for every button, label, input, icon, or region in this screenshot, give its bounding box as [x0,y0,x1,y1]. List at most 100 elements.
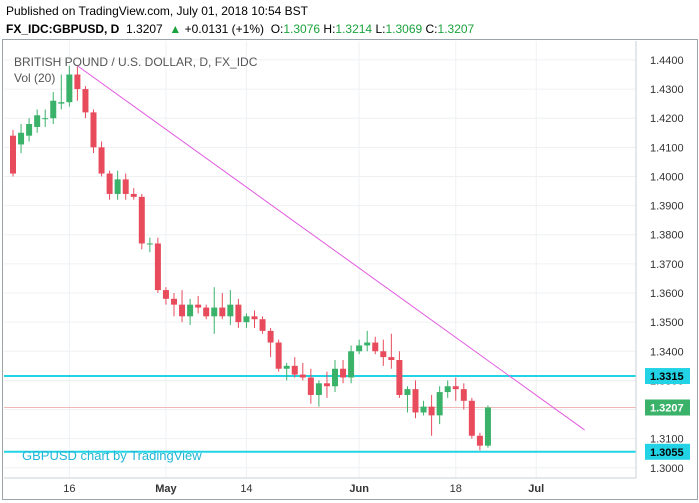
close-label: C: [425,22,438,36]
candle-body [187,304,194,317]
candle-body [468,400,475,436]
candle-body [98,147,105,174]
candle-body [484,407,491,446]
candle-body [251,316,258,320]
candle-body [348,351,355,378]
open-label: O: [270,22,284,36]
candle-body [388,357,395,361]
candle-body [452,386,459,390]
candle-body [444,386,451,393]
candle-body [82,89,89,113]
y-tick-label: 1.3800 [650,230,684,242]
candle-body [58,102,65,104]
price-axis[interactable]: 1.4400 1.4300 1.4200 1.4100 1.4000 1.3900 1.38… [635,41,684,478]
last-price: 1.3207 [126,22,163,36]
x-tick-label: May [155,483,177,495]
y-tick-label: 1.4000 [650,171,684,183]
candle-body [106,173,113,194]
symbol[interactable]: FX_IDC:GBPUSD, D [6,22,120,36]
y-tick-label: 1.3600 [650,288,684,300]
candle-body [259,319,266,331]
volume-indicator-label[interactable]: Vol (20) [14,71,55,85]
time-axis[interactable]: 16 May 14 Jun 18 Jul [4,477,636,495]
candle-body [74,74,81,90]
candle-body [323,383,330,387]
candle-body [299,374,306,378]
candle-body [211,307,218,317]
trendline[interactable] [77,65,585,431]
candle-body [26,124,33,136]
last-price-label: 1.3207 [650,402,684,414]
change-arrow-icon: ▲ [169,22,182,36]
candle-body [420,406,427,413]
candle-body [340,368,347,378]
candle-body [50,100,57,119]
candle-body [203,307,210,317]
y-tick-label: 1.3500 [650,317,684,329]
candle-body [307,377,314,395]
candle-body [372,342,379,352]
candle-body [291,365,298,375]
candle-body [436,392,443,416]
candle-body [162,290,169,299]
hline-price-label: 1.3055 [650,447,684,459]
last-price-label-bg [645,399,690,416]
candle-body [412,389,419,413]
high-value: 1.3214 [335,22,373,36]
candle-body [460,389,467,401]
candle-body [227,304,234,317]
candle-body [146,243,153,245]
open-value: 1.3076 [283,22,321,36]
chart-frame [2,39,698,500]
y-tick-label: 1.3000 [650,463,684,475]
hline-price-label-bg [645,368,690,385]
candle-body [380,351,387,358]
x-tick-label: Jun [349,483,369,495]
candle-body [283,365,290,369]
candle-body [332,368,338,387]
candle-body [138,196,145,244]
chart-title: BRITISH POUND / U.S. DOLLAR, D, FX_IDC [14,55,258,69]
x-tick-label: 18 [450,483,462,495]
candle-body [114,179,121,194]
candle-body [10,135,16,174]
change-value: +0.0131 (+1%) [184,22,265,36]
candle-body [428,406,435,416]
candle-body [396,360,403,395]
candle-body [364,342,371,346]
candle-body [315,383,322,395]
candle-body [243,316,250,323]
candle-body [404,389,411,395]
y-tick-label: 1.3100 [650,434,684,446]
candle-body [476,435,483,446]
candle-body [42,118,49,120]
candle-body [275,342,282,369]
candle-body [171,298,177,305]
y-tick-label: 1.3700 [650,259,684,271]
y-tick-label: 1.4300 [650,84,684,96]
hline-price-label-bg [645,443,690,460]
grid [4,41,636,478]
trendline-line[interactable] [77,65,585,431]
low-label: L: [375,22,386,36]
close-value: 1.3207 [437,22,475,36]
high-label: H: [323,22,336,36]
candle-body [154,243,161,291]
candle-body [90,112,97,148]
candle-body [179,304,186,317]
watermark: GBPUSD chart by TradingView [22,448,202,463]
symbol-line: FX_IDC:GBPUSD, D 1.3207 ▲ +0.0131 (+1%) … [6,22,474,36]
low-value: 1.3069 [385,22,423,36]
y-tick-label: 1.4400 [650,55,684,67]
candles [10,65,491,451]
horizontal-lines[interactable] [4,375,636,453]
y-tick-label: 1.4200 [650,113,684,125]
y-tick-label: 1.4100 [650,142,684,154]
published-note: Published on TradingView.com, July 01, 2… [6,4,308,18]
candle-body [356,345,363,352]
candle-body [34,115,41,127]
candle-body [235,304,242,323]
y-tick-label: 1.3900 [650,201,684,213]
candle-body [195,304,202,308]
